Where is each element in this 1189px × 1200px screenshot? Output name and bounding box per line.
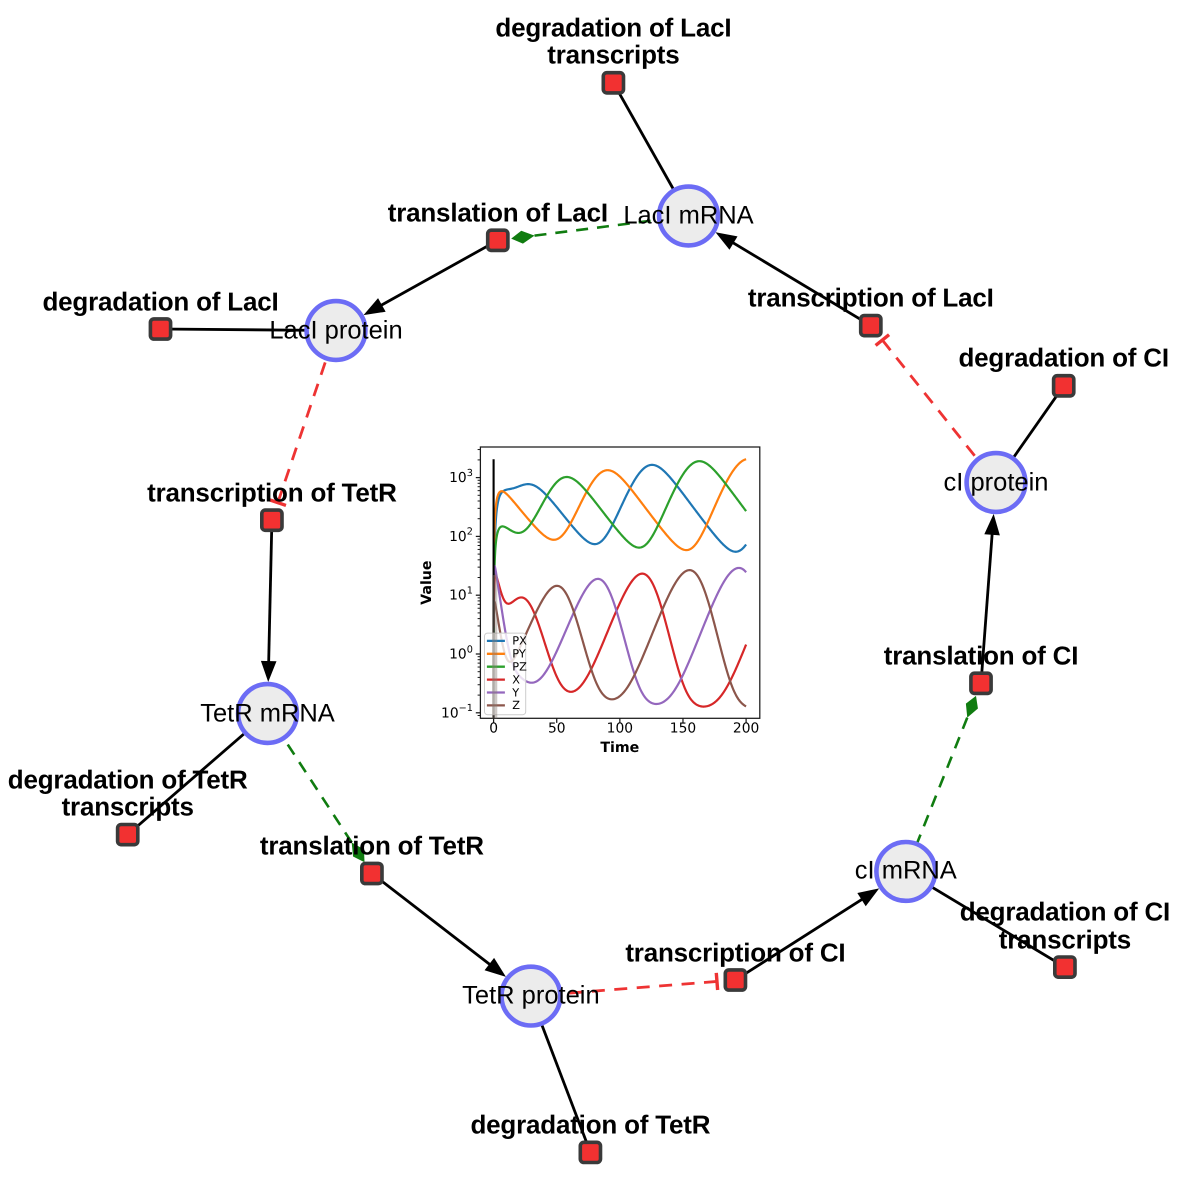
- x-tick-label: 100: [607, 721, 633, 737]
- plot-background: [480, 447, 760, 719]
- arrowhead-production: [715, 232, 738, 250]
- reaction-node-deg_LacI_tr: [601, 70, 626, 95]
- reaction-node-deg_TetR: [578, 1140, 603, 1165]
- arrowhead-modifier: [351, 842, 365, 863]
- x-tick-label: 0: [489, 721, 498, 737]
- y-tick-label: 102: [449, 527, 473, 545]
- reaction-node-transcr_TetR: [259, 508, 284, 533]
- edge-inhibition-TetR_protein-transcr_CI: [530, 972, 720, 998]
- arrowhead-production: [857, 888, 880, 907]
- axis-tick-labels: 0 50 100 150 200 10−1 100 101 102 103: [441, 468, 759, 737]
- series-line-PY: [492, 458, 747, 586]
- species-node-LacI_mRNA: [656, 184, 721, 248]
- edge-production-transl_TetR-TetR_protein: [371, 872, 506, 977]
- reaction-node-transcr_CI: [723, 968, 748, 992]
- species-node-LacI_protein: [304, 298, 368, 363]
- series-line-PZ: [492, 460, 747, 654]
- legend-label-PX: PX: [512, 635, 527, 648]
- arrowhead-production: [260, 660, 277, 683]
- species-node-cI_protein: [964, 450, 1028, 515]
- legend-label-PZ: PZ: [512, 661, 527, 674]
- reaction-node-transl_LacI: [485, 228, 510, 253]
- reaction-node-transl_CI: [969, 671, 993, 696]
- series-line-X: [492, 572, 748, 708]
- arrowhead-modifier: [965, 695, 978, 718]
- y-tick-label: 100: [449, 644, 473, 662]
- y-tick-label: 103: [449, 468, 473, 486]
- arrowhead-production: [363, 298, 386, 316]
- species-node-TetR_mRNA: [235, 681, 300, 746]
- y-tick-label: 10−1: [441, 703, 473, 721]
- reaction-node-deg_CI_tr: [1053, 955, 1077, 980]
- edge-production-transcr_TetR-TetR_mRNA: [260, 520, 277, 683]
- legend-label-Z: Z: [512, 699, 520, 712]
- tbar-inhibition: [269, 498, 287, 508]
- arrowhead-modifier: [511, 230, 535, 244]
- edge-production-transcr_LacI-LacI_mRNA: [715, 232, 872, 327]
- y-axis-label: Value: [419, 560, 435, 604]
- edge-inhibition-cI_protein-transcr_LacI: [874, 333, 998, 484]
- edge-production-transl_CI-cI_protein: [979, 513, 1000, 684]
- edge-production-transcr_CI-cI_mRNA: [734, 888, 880, 982]
- x-axis-label: Time: [600, 740, 639, 756]
- x-tick-label: 150: [670, 721, 696, 737]
- reaction-node-deg_CI: [1051, 373, 1076, 398]
- species-node-TetR_protein: [499, 964, 563, 1028]
- species-node-cI_mRNA: [874, 839, 938, 904]
- tbar-inhibition: [714, 972, 720, 991]
- time-zero-band: [492, 575, 498, 719]
- edge-inhibition-LacI_protein-transcr_TetR: [269, 330, 338, 508]
- arrowhead-production: [484, 957, 506, 977]
- legend-label-Y: Y: [511, 686, 519, 699]
- reaction-node-deg_LacI: [148, 317, 173, 341]
- axis-ticks: [475, 449, 747, 723]
- legend-label-X: X: [512, 673, 520, 686]
- reaction-node-transcr_LacI: [858, 313, 883, 338]
- edge-production-transl_LacI-LacI_protein: [363, 239, 499, 316]
- arrowhead-production: [984, 513, 1000, 536]
- reaction-node-transl_TetR: [359, 861, 384, 886]
- x-tick-label: 50: [548, 721, 566, 737]
- reaction-node-deg_TetR_tr: [115, 822, 140, 847]
- legend-label-PY: PY: [512, 648, 526, 661]
- x-tick-label: 200: [733, 721, 759, 737]
- tbar-inhibition: [874, 333, 891, 347]
- nodes-layer: [115, 70, 1077, 1165]
- y-tick-label: 101: [449, 586, 473, 604]
